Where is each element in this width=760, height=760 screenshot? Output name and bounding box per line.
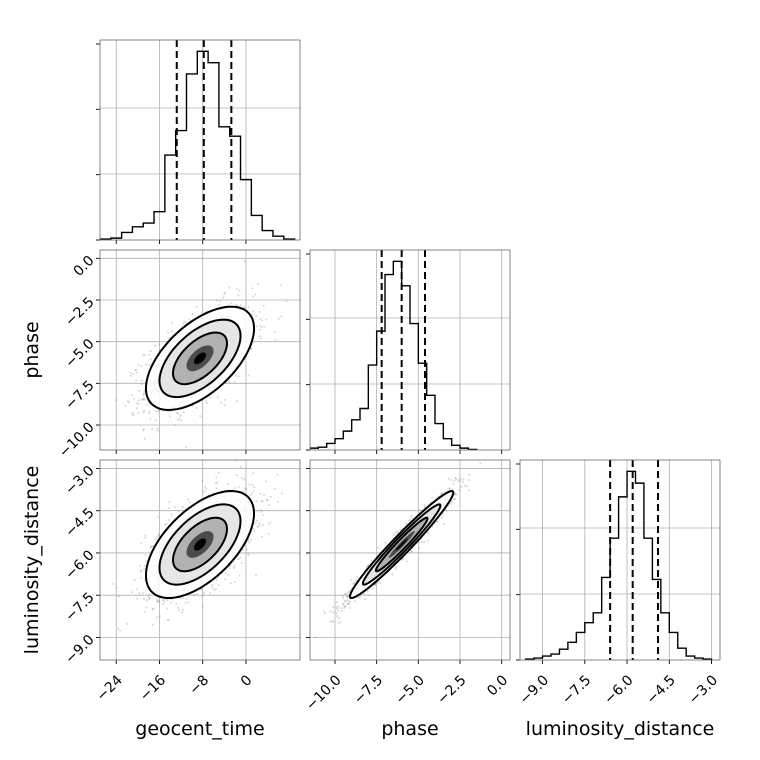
y-tick-label: −4.5	[62, 505, 97, 540]
contour-line	[158, 318, 242, 399]
contour-line	[348, 489, 455, 600]
y-tick-label: 0.0	[71, 253, 98, 280]
histogram-luminosity_distance	[524, 470, 713, 660]
contour-line	[158, 503, 242, 586]
panel-geocent_time-phase: −10.0 −7.5 −5.0 −2.5 0.0	[56, 249, 301, 461]
panel-geocent_time-luminosity_distance: −9.0 −7.5 −6.0 −4.5 −3.0 −24 −16 −8 0	[62, 459, 301, 705]
x-tick-label: −4.5	[644, 672, 679, 707]
x-tick-label: −16	[137, 672, 169, 704]
density-peak	[395, 538, 408, 551]
x-tick-label: −6.0	[601, 672, 636, 707]
y-tick-label: −2.5	[62, 294, 97, 329]
panel-phase-phase	[306, 249, 511, 454]
histogram-geocent_time	[100, 50, 296, 240]
density-peak	[193, 538, 207, 551]
contour-line	[172, 331, 228, 386]
panel-frame	[99, 39, 301, 241]
panel-frame	[519, 459, 721, 661]
histogram-phase	[310, 260, 478, 450]
panel-frame	[99, 459, 301, 661]
contour-line	[374, 516, 429, 573]
x-axis-label-phase: phase	[381, 718, 438, 740]
x-tick-label: −2.5	[434, 672, 469, 707]
x-axis-label-geocent_time: geocent_time	[135, 718, 264, 740]
y-axis-label-phase: phase	[21, 321, 43, 378]
y-tick-label: −10.0	[56, 419, 98, 461]
x-tick-label: −7.5	[351, 672, 386, 707]
contour-line	[171, 516, 229, 573]
x-tick-label: 0.0	[484, 672, 511, 699]
y-tick-label: −7.5	[62, 590, 97, 625]
panel-phase-luminosity_distance: −10.0 −7.5 −5.0 −2.5 0.0	[303, 459, 511, 714]
y-tick-label: −3.0	[62, 463, 97, 498]
y-tick-label: −9.0	[62, 632, 97, 667]
contour-line	[145, 305, 255, 412]
x-axis-label-luminosity_distance: luminosity_distance	[526, 718, 715, 740]
contour-line	[144, 489, 256, 599]
y-tick-label: −6.0	[62, 547, 97, 582]
panel-luminosity_distance-luminosity_distance: −9.0 −7.5 −6.0 −4.5 −3.0	[516, 459, 721, 708]
panel-frame	[309, 249, 511, 451]
x-tick-label: −8	[186, 672, 212, 698]
y-axis-label-luminosity_distance: luminosity_distance	[21, 466, 43, 655]
y-tick-label: −7.5	[62, 378, 97, 413]
x-tick-label: −5.0	[393, 672, 428, 707]
density-peak	[193, 352, 207, 365]
x-tick-label: −7.5	[559, 672, 594, 707]
x-tick-label: −9.0	[517, 672, 552, 707]
x-tick-label: −10.0	[303, 672, 345, 714]
panel-frame	[309, 459, 511, 661]
y-tick-label: −5.0	[62, 336, 97, 371]
x-tick-label: 0	[238, 672, 256, 690]
x-tick-label: −3.0	[686, 672, 721, 707]
x-tick-label: −24	[94, 672, 126, 704]
panel-geocent_time-geocent_time	[96, 39, 301, 244]
panel-frame	[99, 249, 301, 451]
contour-line	[361, 503, 442, 586]
